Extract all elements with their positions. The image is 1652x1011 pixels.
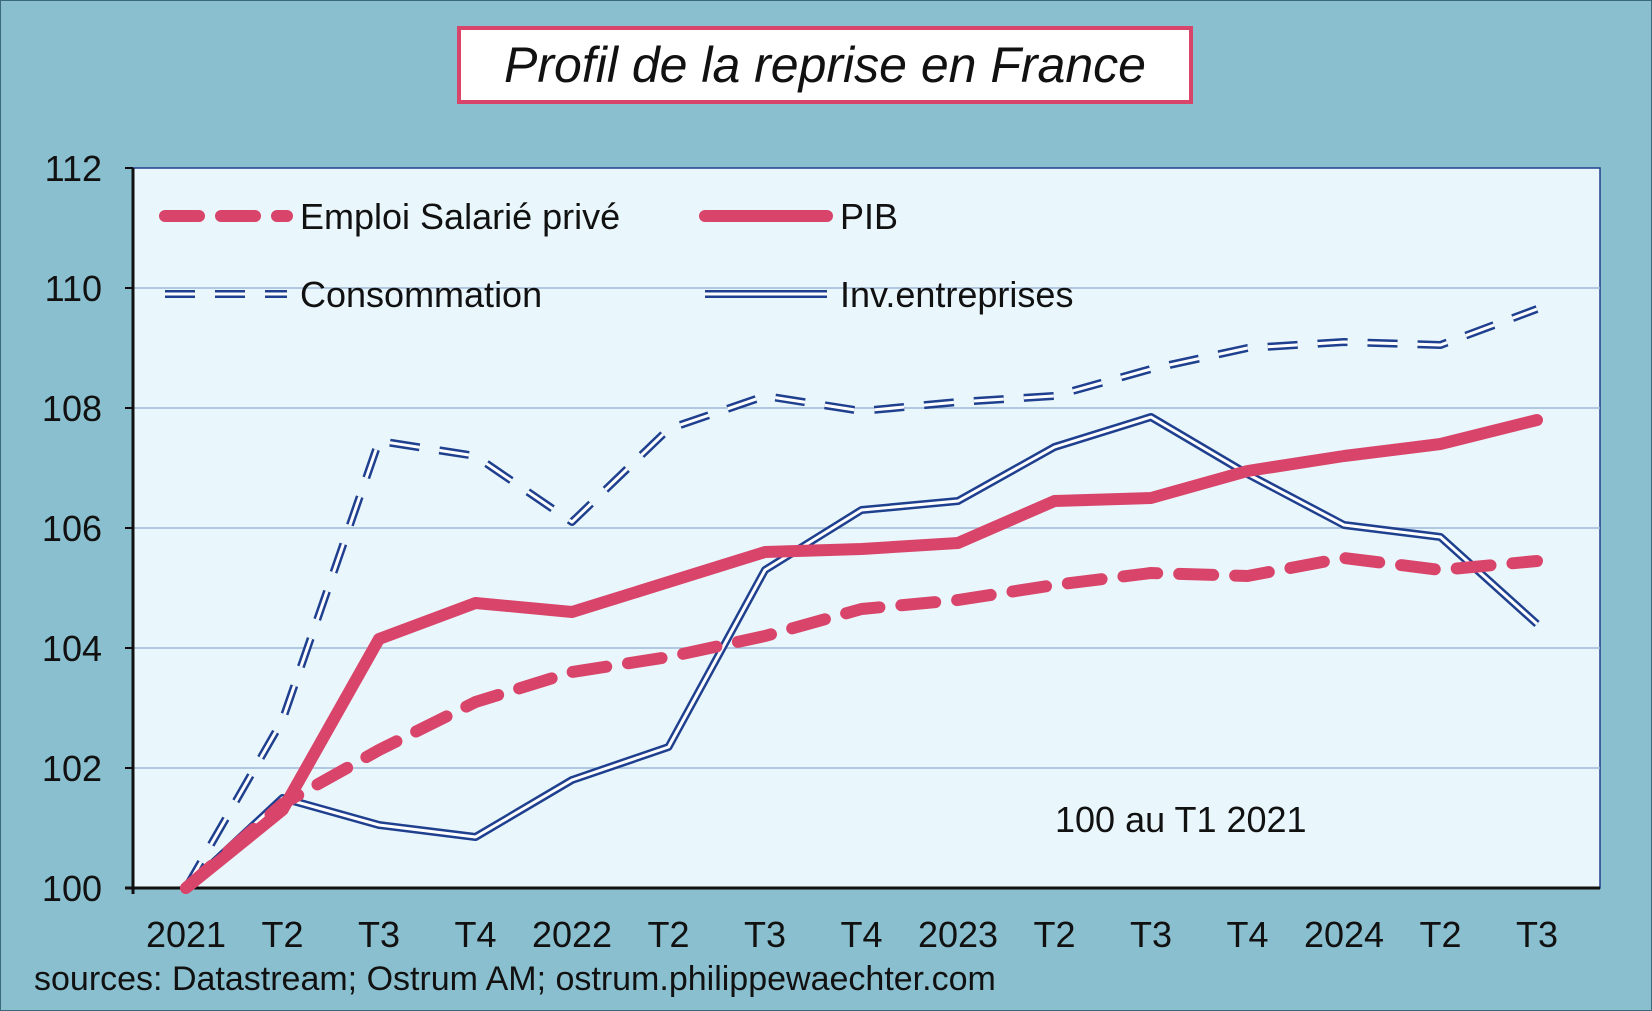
x-tick-label: T2 bbox=[1419, 914, 1461, 955]
y-tick-label: 102 bbox=[42, 748, 102, 789]
legend-item: Consommation bbox=[165, 274, 542, 315]
x-tick-label: T4 bbox=[1226, 914, 1268, 955]
x-tick-label: T2 bbox=[647, 914, 689, 955]
series-line bbox=[180, 552, 1543, 894]
legend-label: PIB bbox=[840, 196, 898, 237]
legend-item: Inv.entreprises bbox=[705, 274, 1073, 315]
y-tick-label: 100 bbox=[42, 868, 102, 909]
annotation: 100 au T1 2021 bbox=[1055, 799, 1307, 840]
x-tick-label: 2024 bbox=[1304, 914, 1384, 955]
x-tick-label: T3 bbox=[1516, 914, 1558, 955]
title-box: Profil de la reprise en France bbox=[457, 26, 1193, 104]
x-tick-label: 2023 bbox=[918, 914, 998, 955]
legend-item: Emploi Salarié privé bbox=[159, 196, 620, 237]
x-tick-label: T4 bbox=[840, 914, 882, 955]
series-pib bbox=[180, 414, 1543, 894]
y-tick-label: 104 bbox=[42, 628, 102, 669]
y-tick-label: 108 bbox=[42, 388, 102, 429]
x-tick-label: T3 bbox=[358, 914, 400, 955]
y-tick-label: 110 bbox=[45, 268, 102, 309]
series-emploi-salari-priv- bbox=[180, 552, 1543, 894]
x-tick-label: T2 bbox=[1033, 914, 1075, 955]
x-tick-label: T2 bbox=[261, 914, 303, 955]
y-tick-label: 106 bbox=[42, 508, 102, 549]
legend-label: Emploi Salarié privé bbox=[300, 196, 620, 237]
legend-label: Inv.entreprises bbox=[840, 274, 1073, 315]
series-consommation bbox=[182, 305, 1539, 890]
legend-label: Consommation bbox=[300, 274, 542, 315]
chart-title: Profil de la reprise en France bbox=[504, 37, 1146, 93]
series-inv-entreprises bbox=[183, 413, 1540, 891]
source-note: sources: Datastream; Ostrum AM; ostrum.p… bbox=[34, 960, 996, 998]
x-tick-label: 2021 bbox=[146, 914, 226, 955]
series-line-inner bbox=[184, 307, 1538, 889]
series-line bbox=[180, 414, 1543, 894]
x-tick-label: 2022 bbox=[532, 914, 612, 955]
x-tick-label: T3 bbox=[1130, 914, 1172, 955]
x-tick-label: T4 bbox=[454, 914, 496, 955]
y-tick-label: 112 bbox=[45, 148, 102, 189]
series-line-inner bbox=[184, 415, 1539, 890]
x-tick-label: T3 bbox=[744, 914, 786, 955]
legend-item: PIB bbox=[699, 196, 898, 237]
